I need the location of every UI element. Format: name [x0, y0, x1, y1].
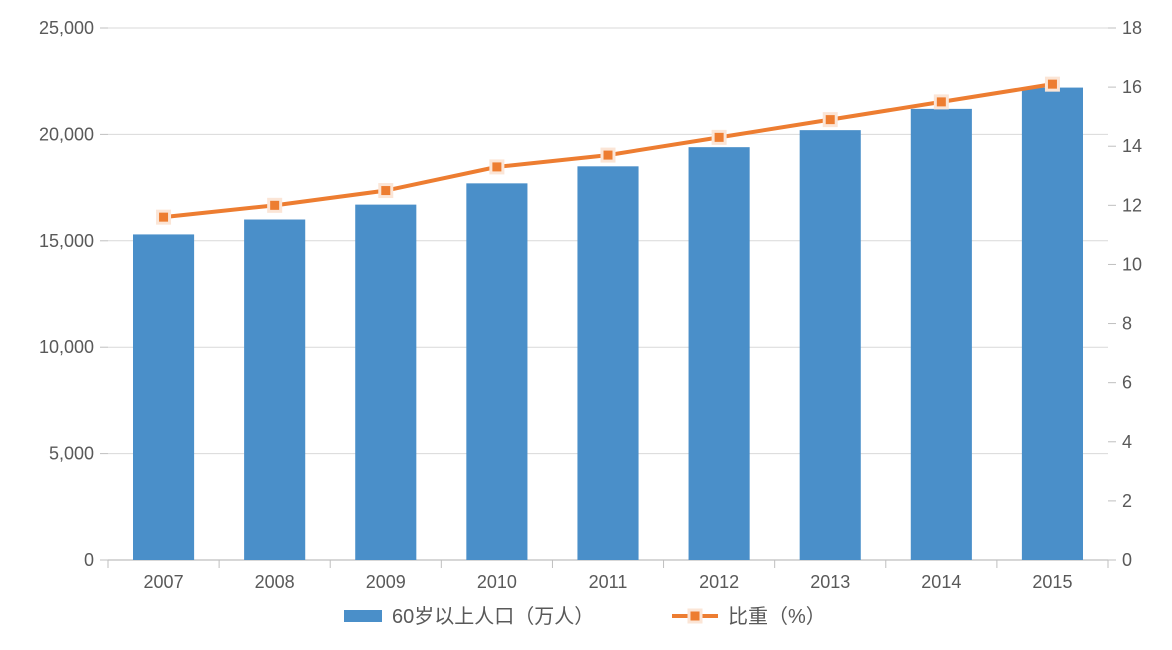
- y-left-tick-label: 20,000: [39, 124, 94, 144]
- y-right-tick-label: 0: [1122, 550, 1132, 570]
- bar: [911, 109, 972, 560]
- line-marker: [602, 149, 614, 161]
- y-left-tick-label: 10,000: [39, 337, 94, 357]
- bar: [800, 130, 861, 560]
- combo-chart: 60岁以上人口（万人） 比重（%） 0 5,000 10,000 15,000 20,0…: [0, 0, 1172, 650]
- y-left-tick-label: 25,000: [39, 18, 94, 38]
- x-tick-label: 2011: [589, 572, 628, 592]
- legend-line-label: 比重（%）: [728, 605, 826, 628]
- y-right-tick-label: 12: [1122, 195, 1142, 215]
- bar: [244, 220, 305, 560]
- y-right-tick-label: 14: [1122, 136, 1142, 156]
- y-right-tick-label: 10: [1122, 254, 1142, 274]
- y-right-tick-label: 18: [1122, 18, 1142, 38]
- x-tick-label: 2014: [921, 572, 961, 592]
- x-tick-label: 2010: [477, 572, 517, 592]
- y-left-tick-label: 5,000: [49, 444, 94, 464]
- legend-bar-label: 60岁以上人口（万人）: [392, 605, 594, 628]
- bar: [466, 183, 527, 560]
- x-tick-label: 2007: [144, 572, 184, 592]
- line-marker: [713, 131, 725, 143]
- y-left-tick-label: 0: [84, 550, 94, 570]
- bar: [689, 147, 750, 560]
- y-right-tick-label: 6: [1122, 373, 1132, 393]
- x-tick-label: 2009: [366, 572, 406, 592]
- line-marker: [491, 161, 503, 173]
- legend-line-marker: [689, 610, 701, 622]
- x-tick-label: 2015: [1032, 572, 1072, 592]
- chart-svg: 0 5,000 10,000 15,000 20,000 25,000 0 2 4 6 8 10 12 1…: [0, 0, 1172, 650]
- legend-bar-swatch: [344, 610, 382, 622]
- y-right-tick-label: 16: [1122, 77, 1142, 97]
- y-left-tick-label: 15,000: [39, 231, 94, 251]
- line-marker: [269, 199, 281, 211]
- y-right-tick-label: 2: [1122, 491, 1132, 511]
- line-marker: [1046, 78, 1058, 90]
- line-marker: [824, 114, 836, 126]
- bar: [133, 234, 194, 560]
- x-tick-label: 2008: [255, 572, 295, 592]
- line-marker: [158, 211, 170, 223]
- line-marker: [935, 96, 947, 108]
- line-marker: [380, 185, 392, 197]
- x-tick-label: 2013: [810, 572, 850, 592]
- x-tick-label: 2012: [699, 572, 739, 592]
- y-right-tick-label: 4: [1122, 432, 1132, 452]
- bar: [1022, 88, 1083, 560]
- y-right-tick-label: 8: [1122, 314, 1132, 334]
- bar: [355, 205, 416, 560]
- bar: [577, 166, 638, 560]
